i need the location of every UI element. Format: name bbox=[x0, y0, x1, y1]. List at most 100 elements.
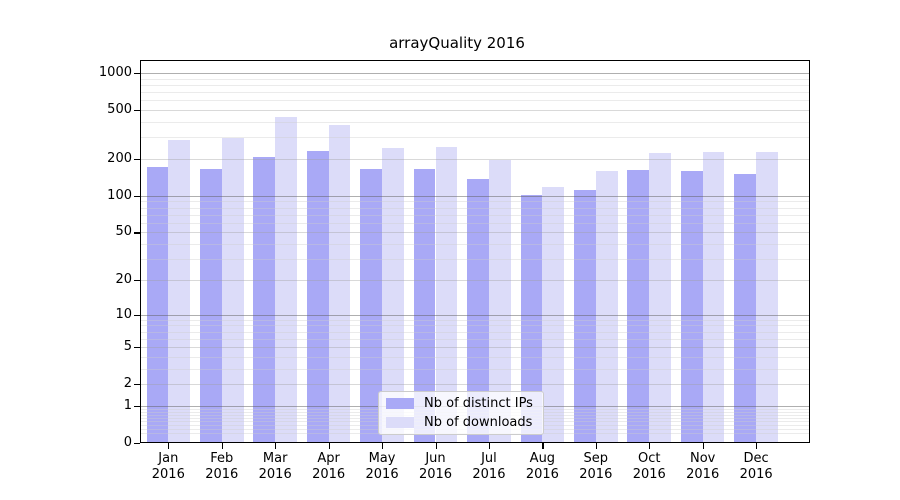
bar-distinct-ips-jul-2016 bbox=[467, 179, 489, 443]
bar-downloads-dec-2016 bbox=[756, 151, 778, 443]
y-tick-mark-0 bbox=[134, 443, 140, 445]
gridline-minor-8 bbox=[140, 325, 810, 327]
y-tick-mark-1000 bbox=[134, 73, 140, 75]
bar-distinct-ips-jun-2016 bbox=[413, 168, 436, 443]
x-tick-mark-apr-2016 bbox=[328, 443, 330, 449]
bar-distinct-ips-sep-2016 bbox=[574, 189, 596, 443]
gridline-minor-300 bbox=[140, 137, 810, 139]
y-tick-label-100: 100 bbox=[107, 187, 132, 203]
gridline-500 bbox=[140, 110, 810, 112]
gridline-100 bbox=[140, 195, 810, 197]
y-tick-label-2: 2 bbox=[123, 376, 132, 392]
y-tick-mark-1 bbox=[134, 405, 140, 408]
gridline-minor-7 bbox=[140, 331, 810, 333]
x-tick-mark-jul-2016 bbox=[488, 443, 491, 449]
gridline-minor-400 bbox=[140, 121, 810, 123]
gridline-50 bbox=[140, 232, 810, 234]
x-tick-label-jul-2016: Jul 2016 bbox=[472, 451, 506, 482]
bar-distinct-ips-may-2016 bbox=[360, 168, 383, 443]
bar-downloads-feb-2016 bbox=[221, 137, 244, 443]
legend-item-downloads: Nb of downloads bbox=[386, 415, 543, 431]
gridline-minor-3 bbox=[140, 368, 810, 370]
gridline-minor-600 bbox=[140, 100, 810, 102]
y-tick-mark-50 bbox=[134, 232, 140, 234]
x-tick-label-mar-2016: Mar 2016 bbox=[258, 451, 292, 482]
y-tick-mark-500 bbox=[134, 110, 140, 112]
bar-distinct-ips-oct-2016 bbox=[627, 170, 650, 443]
x-tick-label-aug-2016: Aug 2016 bbox=[525, 451, 559, 482]
x-tick-mark-feb-2016 bbox=[221, 443, 223, 449]
gridline-1000 bbox=[140, 73, 810, 74]
legend-swatch-distinct-ips bbox=[386, 398, 414, 409]
bar-downloads-mar-2016 bbox=[275, 117, 297, 443]
y-tick-label-20: 20 bbox=[115, 271, 132, 287]
gridline-minor-700 bbox=[140, 92, 810, 94]
bar-downloads-nov-2016 bbox=[702, 152, 725, 443]
legend-swatch-downloads bbox=[386, 417, 414, 428]
gridline-10 bbox=[140, 314, 810, 316]
x-tick-label-may-2016: May 2016 bbox=[365, 451, 399, 482]
x-tick-label-jun-2016: Jun 2016 bbox=[418, 451, 453, 482]
y-tick-label-500: 500 bbox=[107, 102, 132, 118]
y-tick-label-200: 200 bbox=[107, 150, 132, 166]
gridline-minor-70 bbox=[140, 214, 810, 216]
gridline-minor-9 bbox=[140, 319, 810, 321]
bar-downloads-may-2016 bbox=[382, 147, 404, 443]
y-tick-label-50: 50 bbox=[115, 224, 132, 240]
bar-distinct-ips-mar-2016 bbox=[253, 157, 276, 443]
x-tick-label-nov-2016: Nov 2016 bbox=[686, 451, 720, 482]
x-tick-label-apr-2016: Apr 2016 bbox=[312, 451, 346, 482]
gridline-200 bbox=[140, 158, 810, 160]
y-tick-mark-200 bbox=[134, 158, 140, 161]
gridline-minor-6 bbox=[140, 338, 810, 340]
x-tick-label-feb-2016: Feb 2016 bbox=[205, 451, 239, 482]
x-tick-mark-may-2016 bbox=[382, 443, 384, 449]
y-tick-mark-100 bbox=[134, 195, 140, 198]
gridline-minor-800 bbox=[140, 84, 810, 86]
x-tick-mark-sep-2016 bbox=[595, 443, 597, 449]
legend-item-distinct-ips: Nb of distinct IPs bbox=[386, 396, 543, 412]
bar-distinct-ips-jan-2016 bbox=[146, 166, 169, 443]
legend-label-downloads: Nb of downloads bbox=[424, 415, 533, 430]
bar-downloads-oct-2016 bbox=[649, 153, 672, 443]
x-tick-mark-aug-2016 bbox=[542, 443, 544, 449]
y-tick-mark-20 bbox=[134, 279, 140, 282]
x-tick-mark-oct-2016 bbox=[649, 443, 651, 449]
x-tick-mark-jan-2016 bbox=[168, 443, 170, 449]
bar-distinct-ips-aug-2016 bbox=[520, 195, 543, 443]
gridline-2 bbox=[140, 384, 810, 386]
y-tick-mark-2 bbox=[134, 384, 140, 386]
gridline-5 bbox=[140, 347, 810, 349]
x-tick-label-jan-2016: Jan 2016 bbox=[151, 451, 185, 482]
x-tick-mark-dec-2016 bbox=[756, 443, 758, 449]
x-tick-label-oct-2016: Oct 2016 bbox=[632, 451, 666, 482]
x-tick-label-sep-2016: Sep 2016 bbox=[579, 451, 613, 482]
y-tick-label-10: 10 bbox=[115, 306, 132, 322]
bar-downloads-jun-2016 bbox=[435, 146, 458, 443]
gridline-minor-40 bbox=[140, 244, 810, 246]
x-tick-mark-nov-2016 bbox=[702, 443, 704, 449]
legend-label-distinct-ips: Nb of distinct IPs bbox=[424, 396, 533, 411]
y-tick-mark-5 bbox=[134, 347, 140, 349]
y-tick-label-1: 1 bbox=[123, 397, 132, 413]
bar-distinct-ips-dec-2016 bbox=[734, 173, 757, 443]
gridline-20 bbox=[140, 279, 810, 281]
bar-downloads-apr-2016 bbox=[328, 125, 351, 443]
gridline-minor-30 bbox=[140, 259, 810, 261]
bar-distinct-ips-nov-2016 bbox=[680, 171, 703, 443]
gridline-minor-80 bbox=[140, 207, 810, 209]
y-tick-label-0: 0 bbox=[123, 435, 132, 450]
chart-title: arrayQuality 2016 bbox=[389, 34, 525, 52]
x-tick-label-dec-2016: Dec 2016 bbox=[739, 451, 773, 482]
y-tick-label-1000: 1000 bbox=[98, 65, 132, 80]
bar-downloads-jul-2016 bbox=[488, 160, 511, 443]
gridline-minor-4 bbox=[140, 356, 810, 358]
gridline-minor-90 bbox=[140, 201, 810, 203]
x-tick-mark-mar-2016 bbox=[275, 443, 277, 449]
x-tick-mark-jun-2016 bbox=[435, 443, 437, 449]
y-tick-mark-10 bbox=[134, 314, 140, 316]
bar-downloads-sep-2016 bbox=[595, 170, 618, 443]
bar-distinct-ips-feb-2016 bbox=[199, 168, 222, 443]
legend: Nb of distinct IPs Nb of downloads bbox=[378, 391, 544, 435]
